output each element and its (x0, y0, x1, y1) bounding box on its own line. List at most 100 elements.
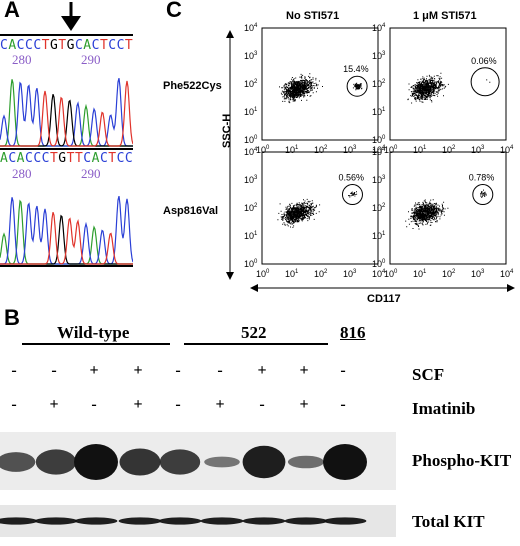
y-tick-exponent: 2 (254, 203, 258, 209)
plot-frame (261, 151, 379, 265)
imatinib-sign: + (299, 396, 309, 413)
arrow-down-icon (61, 2, 81, 31)
base-letter: A (8, 38, 17, 53)
y-tick-label: 100 (372, 259, 386, 269)
gate-circle (346, 75, 368, 97)
gate-percentage: 0.56% (338, 173, 364, 183)
x-tick-exponent: 3 (353, 269, 357, 275)
base-letter: G (58, 151, 67, 166)
y-tick-label: 104 (244, 147, 258, 157)
column-header-sti: 1 μM STI571 (413, 10, 477, 22)
y-tick-exponent: 1 (382, 107, 386, 113)
total-kit-label: Total KIT (412, 512, 485, 531)
x-tick-exponent: 1 (423, 269, 427, 275)
scf-sign: - (51, 362, 57, 379)
blot-band (118, 517, 162, 525)
blot-band (158, 517, 202, 525)
y-tick-exponent: 1 (254, 231, 258, 237)
event-dots (279, 73, 363, 104)
total-kit-blot (0, 505, 396, 537)
group-bar-522 (184, 343, 328, 345)
trace-G (0, 94, 133, 147)
seq-number-280-mutant: 280 (12, 166, 32, 181)
row-label-phe522cys: Phe522Cys (163, 80, 222, 92)
base-letter: C (24, 151, 34, 166)
y-tick-label: 100 (244, 259, 258, 269)
gate-circle (472, 184, 494, 206)
y-tick-label: 101 (244, 107, 258, 117)
scf-sign: + (133, 362, 143, 379)
imatinib-sign: - (259, 396, 265, 413)
scf-sign: + (89, 362, 99, 379)
base-letter: T (74, 151, 84, 166)
blot-band (200, 517, 244, 525)
y-tick-label: 103 (244, 175, 258, 185)
y-tick-exponent: 0 (254, 259, 258, 265)
imatinib-sign: - (175, 396, 181, 413)
blot-band (323, 444, 367, 480)
group-label-wildtype: Wild-type (57, 323, 130, 342)
base-letter: C (116, 38, 125, 53)
x-tick-exponent: 4 (382, 269, 386, 275)
base-letter: C (8, 151, 17, 166)
plot-frame (389, 27, 507, 141)
column-header-no-sti: No STI571 (286, 10, 340, 22)
x-tick-exponent: 4 (510, 145, 514, 151)
y-tick-exponent: 0 (254, 135, 258, 141)
x-tick-label: 104 (372, 145, 386, 155)
base-letter: C (116, 151, 125, 166)
chromatogram-top-rule (0, 34, 133, 36)
base-letter: C (24, 38, 34, 53)
blot-band (74, 517, 118, 525)
blot-band (242, 517, 286, 525)
seq-number-280: 280 (12, 52, 32, 67)
panel-c-letter: C (166, 0, 182, 22)
base-letter: G (66, 38, 75, 53)
scf-sign: + (299, 362, 309, 379)
x-tick-label: 102 (442, 145, 456, 155)
sequence-mutant: ACACCCTGTTCACTCC (0, 151, 133, 166)
x-tick-label: 101 (413, 145, 427, 155)
base-letter: T (58, 38, 67, 53)
y-tick-exponent: 3 (382, 51, 386, 57)
base-letter: T (108, 151, 117, 166)
x-tick-label: 100 (384, 269, 398, 279)
blot-band (242, 445, 286, 479)
scf-sign: - (340, 362, 346, 379)
y-tick-exponent: 0 (382, 135, 386, 141)
event-dots (405, 189, 487, 230)
phospho-kit-label: Phospho-KIT (412, 451, 512, 470)
y-tick-exponent: 4 (254, 147, 258, 153)
blot-band (287, 455, 325, 469)
y-tick-exponent: 2 (254, 79, 258, 85)
y-tick-exponent: 2 (382, 203, 386, 209)
base-letter: A (91, 151, 100, 166)
event-dots (407, 72, 491, 104)
base-letter: A (0, 151, 9, 166)
trace-C (0, 78, 133, 147)
x-tick-exponent: 1 (295, 145, 299, 151)
blot-band (159, 449, 201, 475)
blot-band (119, 448, 161, 476)
base-letter: T (41, 38, 50, 53)
x-tick-exponent: 4 (510, 269, 514, 275)
x-tick-label: 101 (413, 269, 427, 279)
x-tick-label: 102 (314, 269, 328, 279)
x-tick-label: 103 (471, 269, 485, 279)
blot-band (34, 517, 78, 525)
gate-circle (470, 67, 500, 97)
base-letter: C (124, 151, 134, 166)
x-axis-label: CD117 (367, 293, 401, 305)
y-tick-label: 102 (372, 79, 386, 89)
x-tick-exponent: 2 (452, 145, 456, 151)
chromatogram-trace-wildtype (0, 78, 133, 147)
seq-number-290-mutant: 290 (81, 166, 101, 181)
y-tick-exponent: 4 (382, 147, 386, 153)
y-axis-arrow (226, 30, 234, 280)
panel-a-letter: A (4, 0, 20, 22)
imatinib-sign: - (11, 396, 17, 413)
y-tick-exponent: 1 (254, 107, 258, 113)
